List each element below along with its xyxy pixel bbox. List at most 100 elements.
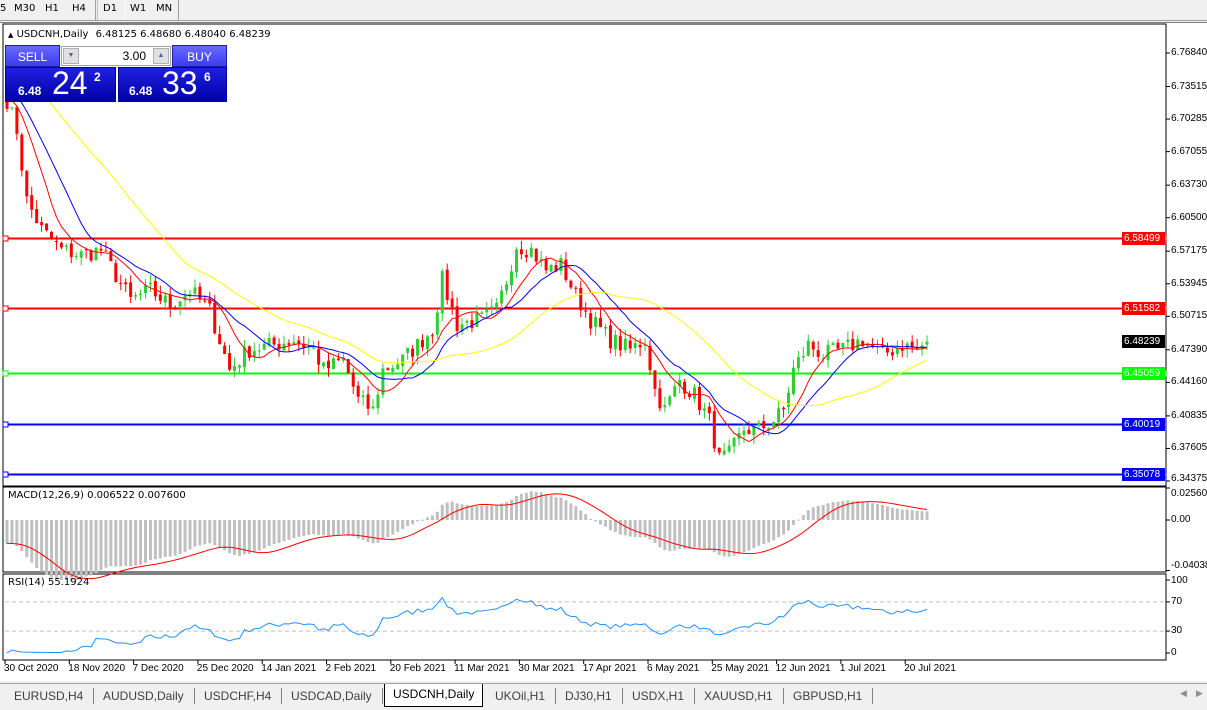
macd-histogram-bar [831, 501, 835, 520]
macd-histogram-bar [351, 520, 355, 537]
toolbar-separator [95, 0, 96, 20]
candle-body [841, 342, 845, 348]
tab-scroll-left-icon[interactable]: ◀ [1180, 689, 1187, 699]
buy-price-sup: 6 [204, 70, 211, 84]
macd-histogram-bar [297, 520, 301, 537]
candle-body [648, 345, 652, 371]
candle-body [30, 195, 34, 210]
candle-body [287, 343, 291, 345]
macd-histogram-bar [5, 520, 9, 545]
timeframe-mn[interactable]: MN [156, 3, 173, 14]
candle-body [885, 347, 889, 353]
candle-body [505, 284, 509, 291]
candle-body [579, 287, 583, 311]
tab-separator [555, 688, 556, 704]
buy-button[interactable]: BUY [172, 45, 227, 67]
chart-window[interactable] [0, 22, 1207, 681]
tab-audusd-daily[interactable]: AUDUSD,Daily [103, 689, 184, 703]
macd-histogram-bar [188, 520, 192, 550]
macd-histogram-bar [228, 520, 232, 554]
candle-body [480, 312, 484, 314]
candle-body [470, 320, 474, 329]
buy-price[interactable]: 6.48 33 6 [118, 67, 227, 102]
macd-histogram-bar [480, 505, 484, 520]
candle-body [168, 294, 172, 309]
macd-histogram-bar [920, 511, 924, 520]
candle-body [218, 334, 222, 345]
timeframe-w1[interactable]: W1 [130, 3, 147, 14]
candle-body [564, 259, 568, 280]
level-price-tag: 6.45059 [1122, 367, 1165, 380]
candle-body [425, 336, 429, 350]
candle-body [796, 357, 800, 369]
price-axis-label: 6.76840 [1171, 47, 1207, 58]
tab-dj30-h1[interactable]: DJ30,H1 [565, 689, 612, 703]
candle-body [277, 343, 281, 350]
macd-histogram-bar [312, 520, 316, 535]
timeframe-m30[interactable]: M30 [14, 3, 36, 14]
macd-histogram-bar [856, 501, 860, 520]
macd-histogram-bar [559, 497, 563, 520]
macd-histogram-bar [381, 520, 385, 540]
macd-histogram-bar [139, 520, 143, 565]
price-axis-label: 6.57175 [1171, 245, 1207, 257]
date-axis-label: 12 Jun 2021 [775, 663, 831, 674]
tab-eurusd-h4[interactable]: EURUSD,H4 [14, 689, 84, 703]
candle-body [10, 107, 14, 109]
candle-body [366, 394, 370, 409]
candle-body [69, 243, 73, 258]
tab-xauusd-h1[interactable]: XAUUSD,H1 [704, 689, 773, 703]
volume-up-icon[interactable]: ▲ [153, 48, 169, 64]
timeframe-5[interactable]: 5 [0, 3, 7, 14]
macd-histogram-bar [519, 493, 523, 520]
candle-body [475, 312, 479, 327]
collapse-triangle-icon[interactable]: ▲ [8, 31, 14, 39]
candle-body [871, 344, 875, 347]
timeframe-h4[interactable]: H4 [72, 3, 86, 14]
rsi-axis-label: 70 [1171, 595, 1183, 607]
macd-histogram-bar [74, 520, 78, 581]
candle-body [242, 347, 246, 368]
macd-histogram-bar [683, 520, 687, 549]
date-axis-label: 11 Mar 2021 [454, 663, 510, 674]
level-price-tag: 6.35078 [1122, 468, 1165, 481]
tab-scroll-right-icon[interactable]: ▶ [1196, 689, 1203, 699]
sell-price[interactable]: 6.48 24 2 [5, 67, 116, 102]
macd-histogram-bar [742, 520, 746, 553]
candle-body [925, 341, 929, 345]
volume-spinner[interactable]: ▼ 3.00 ▲ [61, 46, 171, 66]
tab-usdcnh-daily[interactable]: USDCNH,Daily [384, 684, 484, 707]
macd-histogram-bar [109, 520, 113, 567]
macd-histogram-bar [673, 520, 677, 551]
date-axis-label: 1 Jul 2021 [839, 663, 887, 674]
volume-input[interactable]: 3.00 [122, 49, 146, 63]
macd-histogram-bar [84, 520, 88, 577]
timeframe-h1[interactable]: H1 [45, 3, 59, 14]
price-axis-label: 6.73515 [1171, 80, 1207, 92]
timeframe-d1[interactable]: D1 [103, 3, 118, 14]
tab-separator [382, 688, 383, 704]
sell-price-prefix: 6.48 [18, 84, 42, 98]
macd-histogram-bar [594, 520, 598, 522]
tab-ukoil-h1[interactable]: UKOil,H1 [495, 689, 546, 703]
macd-histogram-bar [247, 520, 251, 554]
candle-body [712, 411, 716, 449]
level-price-tag: 6.51582 [1122, 302, 1165, 315]
macd-histogram-bar [148, 520, 152, 561]
macd-histogram-bar [811, 507, 815, 520]
tab-gbpusd-h1[interactable]: GBPUSD,H1 [793, 689, 863, 703]
candle-body [529, 247, 533, 257]
candle-body [5, 98, 9, 109]
sell-button[interactable]: SELL [5, 45, 60, 67]
candle-body [396, 364, 400, 370]
macd-histogram-bar [880, 504, 884, 520]
tab-usdchf-h4[interactable]: USDCHF,H4 [204, 689, 272, 703]
macd-histogram-bar [628, 520, 632, 537]
macd-histogram-bar [435, 511, 439, 520]
macd-histogram-bar [346, 520, 350, 535]
candle-body [411, 348, 415, 357]
tab-usdcad-daily[interactable]: USDCAD,Daily [291, 689, 372, 703]
tab-usdx-h1[interactable]: USDX,H1 [632, 689, 685, 703]
volume-down-icon[interactable]: ▼ [63, 48, 79, 64]
